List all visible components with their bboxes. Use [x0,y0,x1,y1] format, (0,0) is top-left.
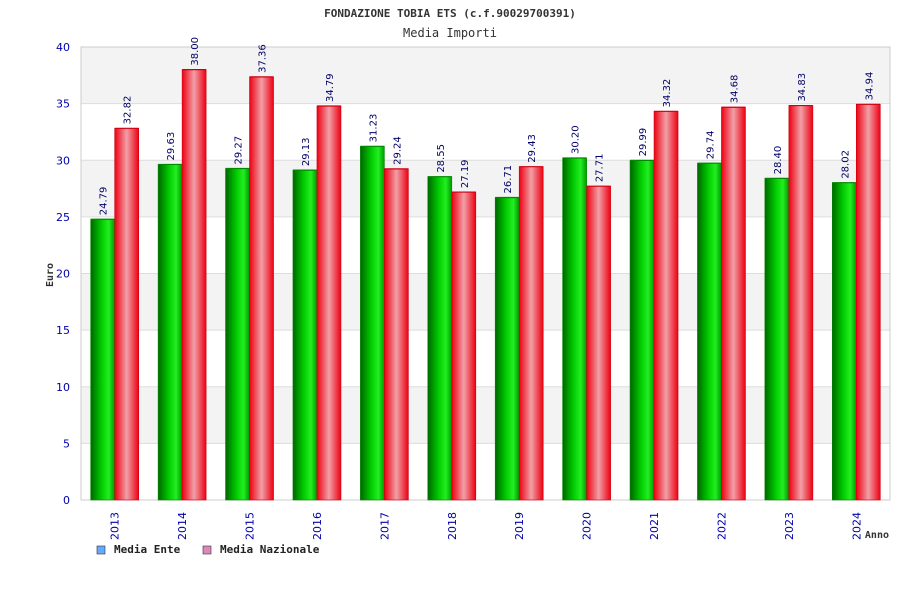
x-tick-label-2022: 2022 [715,512,728,540]
value-label-media-nazionale-2015: 37.36 [258,44,269,73]
value-label-media-nazionale-2020: 27.71 [595,154,606,183]
bar-media-ente-2019 [494,197,520,501]
y-axis-label: Euro [45,263,56,287]
bar-media-ente-2016 [292,169,318,501]
value-label-media-nazionale-2013: 32.82 [123,96,134,125]
value-label-media-ente-2019: 26.71 [503,165,514,194]
bar-media-ente-2014 [157,164,183,501]
bar-media-ente-2021 [629,160,655,501]
grid-band [81,273,890,331]
legend-label-media-nazionale: Media Nazionale [220,543,320,556]
legend-label-media-ente: Media Ente [114,543,181,556]
bar-media-ente-2022 [697,162,722,501]
value-label-media-nazionale-2022: 34.68 [729,75,740,104]
grid-band [81,103,890,161]
value-label-media-nazionale-2021: 34.32 [662,79,673,108]
x-tick-label-2017: 2017 [378,512,391,540]
bar-media-ente-2017 [360,146,385,501]
bar-media-nazionale-2024 [855,104,881,501]
bar-media-nazionale-2017 [384,168,409,501]
bars-layer [90,69,881,501]
bar-media-nazionale-2019 [518,166,544,501]
x-tick-label-2020: 2020 [581,512,594,540]
chart-title: FONDAZIONE TOBIA ETS (c.f.90029700391) [324,7,576,20]
value-label-media-nazionale-2016: 34.79 [325,73,336,102]
grid-band [81,47,890,104]
bar-media-nazionale-2018 [451,191,477,501]
bar-media-ente-2023 [764,178,790,501]
x-axis-label: Anno [865,530,889,541]
y-tick-label: 0 [63,494,70,507]
bar-media-nazionale-2023 [788,105,814,501]
legend-swatch-media-nazionale [202,545,212,555]
y-tick-label: 15 [56,324,70,337]
bar-media-nazionale-2013 [114,128,140,501]
value-label-media-ente-2023: 28.40 [773,146,784,175]
bar-media-nazionale-2021 [653,111,679,501]
y-tick-label: 10 [56,381,70,394]
value-label-media-ente-2020: 30.20 [571,125,582,154]
y-tick-label: 35 [56,98,70,111]
bar-media-nazionale-2014 [181,69,207,501]
value-label-media-nazionale-2018: 27.19 [460,159,471,188]
x-tick-label-2013: 2013 [109,512,122,540]
x-tick-label-2023: 2023 [783,512,796,540]
legend-swatch-media-ente [96,545,106,555]
value-label-media-ente-2015: 29.27 [234,136,245,165]
chart-subtitle: Media Importi [403,26,497,40]
grid-band [81,216,890,274]
value-label-media-ente-2018: 28.55 [436,144,447,173]
grid-band [81,160,890,217]
value-labels-layer: 24.79 32.82 2013 29.63 38.00 2014 29.27 37.36 20… [99,37,876,540]
x-tick-label-2014: 2014 [176,512,189,540]
x-tick-label-2018: 2018 [446,512,459,540]
value-label-media-ente-2021: 29.99 [638,128,649,157]
bar-media-ente-2013 [90,218,116,501]
bar-media-nazionale-2016 [316,105,342,501]
bar-media-nazionale-2020 [586,185,611,501]
plot-frame [80,46,891,501]
value-label-media-ente-2013: 24.79 [99,187,110,216]
y-tick-label: 25 [56,211,70,224]
grid-band [81,386,890,444]
bar-media-ente-2020 [562,157,587,501]
x-tick-label-2015: 2015 [244,512,257,540]
bar-media-ente-2024 [831,182,857,501]
value-label-media-ente-2014: 29.63 [166,132,177,161]
value-label-media-ente-2022: 29.74 [705,131,716,160]
x-tick-label-2024: 2024 [850,512,863,540]
value-label-media-nazionale-2024: 34.94 [864,72,875,101]
bar-media-nazionale-2015 [249,76,274,501]
y-tick-label: 30 [56,154,70,167]
y-tick-label: 5 [63,437,70,450]
x-tick-label-2019: 2019 [513,512,526,540]
grid-layer: 0 5 10 15 20 25 30 35 40 [56,41,891,507]
value-label-media-nazionale-2017: 29.24 [392,136,403,165]
value-label-media-ente-2016: 29.13 [301,137,312,166]
value-label-media-nazionale-2014: 38.00 [190,37,201,66]
bar-media-ente-2018 [427,176,453,501]
value-label-media-ente-2024: 28.02 [840,150,851,179]
bar-media-nazionale-2022 [721,106,746,501]
value-label-media-ente-2017: 31.23 [368,114,379,143]
legend: Media Ente Media Nazionale [96,543,320,556]
value-label-media-nazionale-2019: 29.43 [527,134,538,163]
grid-band [81,443,890,500]
value-label-media-nazionale-2023: 34.83 [797,73,808,102]
x-tick-label-2016: 2016 [311,512,324,540]
grid-band [81,330,890,387]
x-tick-label-2021: 2021 [648,512,661,540]
y-tick-label: 40 [56,41,70,54]
y-tick-label: 20 [56,268,70,281]
bar-media-ente-2015 [225,168,250,501]
